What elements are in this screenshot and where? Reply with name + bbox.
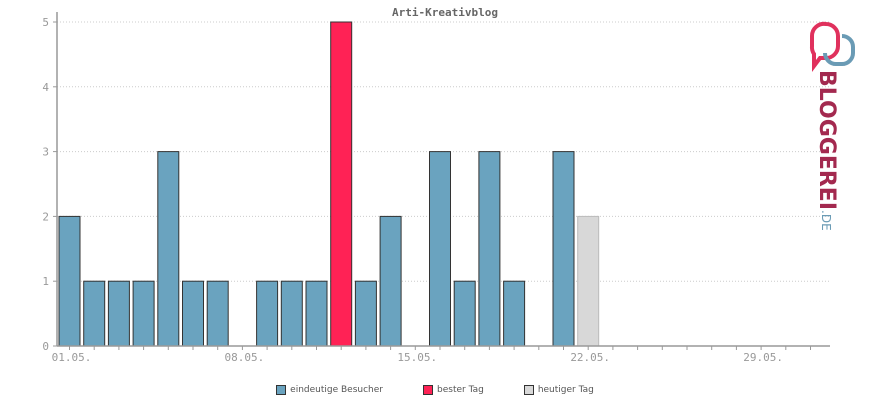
bar-12.05. — [330, 21, 353, 347]
bar-19.05. — [503, 280, 526, 347]
bar-07.05. — [206, 280, 229, 347]
y-tick-label: 1 — [42, 275, 49, 288]
legend-swatch-today — [523, 385, 534, 395]
bar-16.05. — [429, 151, 451, 347]
x-tick-label: 08.05. — [225, 351, 265, 364]
bar-01.05. — [58, 215, 81, 347]
legend-swatch-best-day — [423, 385, 433, 395]
bar-02.05. — [83, 280, 106, 347]
bar-10.05. — [280, 280, 303, 347]
bar-03.05. — [107, 280, 130, 347]
bar-11.05. — [305, 280, 328, 347]
logo-mark-icon — [809, 21, 855, 72]
axes — [56, 12, 830, 347]
x-tick-label: 01.05. — [52, 351, 92, 364]
y-tick-label: 4 — [42, 81, 49, 94]
logo-text: BLOGGEREI.DE — [814, 70, 839, 231]
legend-swatch-visitors — [276, 385, 287, 395]
bar-13.05. — [354, 280, 377, 347]
y-axis-ticks: 0 1 2 3 4 5 — [42, 16, 57, 353]
bloggerei-logo — [808, 18, 864, 218]
bar-21.05. — [552, 151, 575, 347]
bar-18.05. — [478, 151, 501, 347]
legend-label-best-day: bester Tag — [437, 385, 484, 395]
logo-suffix: .DE — [819, 210, 833, 231]
bar-05.05. — [157, 151, 180, 347]
y-tick-label: 3 — [42, 146, 49, 159]
x-tick-label: 22.05. — [570, 351, 610, 364]
chart-title: Arti-Kreativblog — [392, 6, 498, 19]
bar-06.05. — [182, 280, 204, 347]
y-tick-label: 5 — [42, 16, 49, 29]
y-tick-label: 0 — [42, 340, 49, 353]
legend: eindeutige Besucher bester Tag heutiger … — [0, 385, 870, 395]
x-tick-label: 15.05. — [397, 351, 437, 364]
bar-22.05. — [577, 215, 600, 347]
legend-item-best-day: bester Tag — [423, 385, 484, 395]
legend-item-today: heutiger Tag — [523, 385, 594, 395]
legend-item-visitors: eindeutige Besucher — [276, 385, 383, 395]
bars — [58, 21, 600, 347]
bar-09.05. — [256, 280, 279, 347]
x-axis-ticks: 01.05. 08.05. 15.05. 22.05. 29.05. — [52, 346, 811, 364]
legend-label-visitors: eindeutige Besucher — [290, 385, 383, 395]
y-tick-label: 2 — [42, 210, 49, 223]
bar-04.05. — [132, 280, 155, 347]
logo-name: BLOGGEREI — [814, 70, 839, 211]
x-tick-label: 29.05. — [743, 351, 783, 364]
legend-label-today: heutiger Tag — [537, 385, 594, 395]
bar-17.05. — [453, 280, 476, 347]
bar-14.05. — [379, 215, 402, 347]
